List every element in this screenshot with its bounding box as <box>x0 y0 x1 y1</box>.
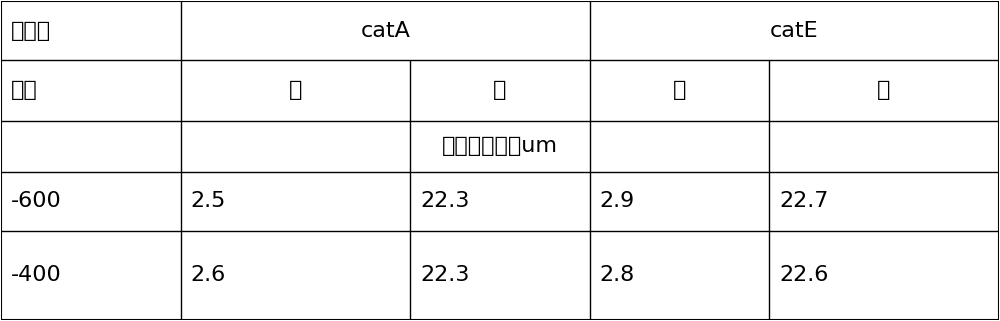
Text: catE: catE <box>770 21 818 41</box>
Text: 2.6: 2.6 <box>191 265 226 285</box>
Text: -400: -400 <box>11 265 62 285</box>
Text: 22.7: 22.7 <box>779 191 829 211</box>
Text: 2.8: 2.8 <box>600 265 635 285</box>
Text: -600: -600 <box>11 191 62 211</box>
Text: 2.5: 2.5 <box>191 191 226 211</box>
Text: 22.3: 22.3 <box>420 191 470 211</box>
Text: 钨: 钨 <box>493 81 507 100</box>
Text: 到中心距离，um: 到中心距离，um <box>442 136 558 156</box>
Text: 金属: 金属 <box>11 81 38 100</box>
Text: 催化剂: 催化剂 <box>11 21 51 41</box>
Text: 镍: 镍 <box>289 81 302 100</box>
Text: 钨: 钨 <box>877 81 891 100</box>
Text: 2.9: 2.9 <box>600 191 635 211</box>
Text: 22.3: 22.3 <box>420 265 470 285</box>
Text: 镍: 镍 <box>673 81 686 100</box>
Text: 22.6: 22.6 <box>779 265 829 285</box>
Text: catA: catA <box>360 21 410 41</box>
